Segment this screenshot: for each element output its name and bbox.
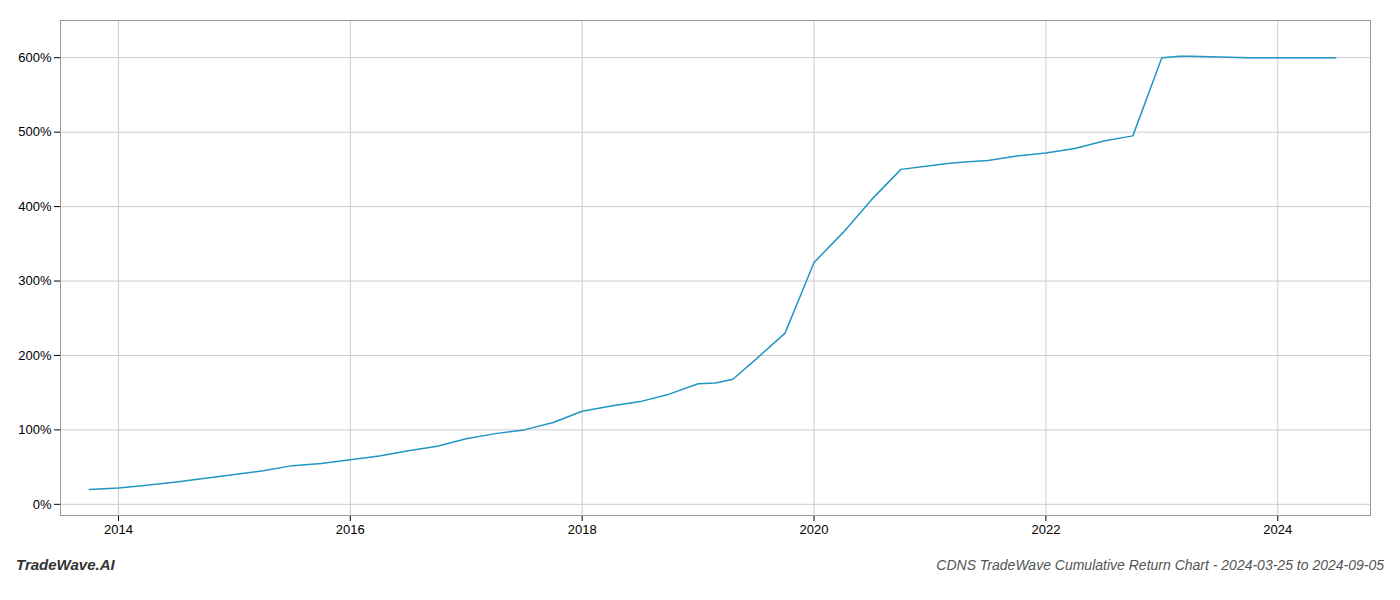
html-text:CDNS TradeWave Cumulative Retu: CDNS TradeWave Cumulative Return Chart -… (936, 556, 1384, 573)
svg-text:2016: 2016 (336, 522, 365, 537)
svg-text:400%: 400% (18, 199, 52, 214)
svg-text:0%: 0% (33, 496, 52, 511)
svg-text:300%: 300% (18, 273, 52, 288)
svg-text:2014: 2014 (104, 522, 133, 537)
svg-text:2024: 2024 (1263, 522, 1292, 537)
svg-text:100%: 100% (18, 422, 52, 437)
svg-text:2020: 2020 (800, 522, 829, 537)
html-text:TradeWave.AI: TradeWave.AI (16, 556, 115, 573)
svg-text:600%: 600% (18, 50, 52, 65)
svg-text:500%: 500% (18, 124, 52, 139)
svg-text:200%: 200% (18, 348, 52, 363)
svg-text:2022: 2022 (1031, 522, 1060, 537)
svg-text:2018: 2018 (568, 522, 597, 537)
